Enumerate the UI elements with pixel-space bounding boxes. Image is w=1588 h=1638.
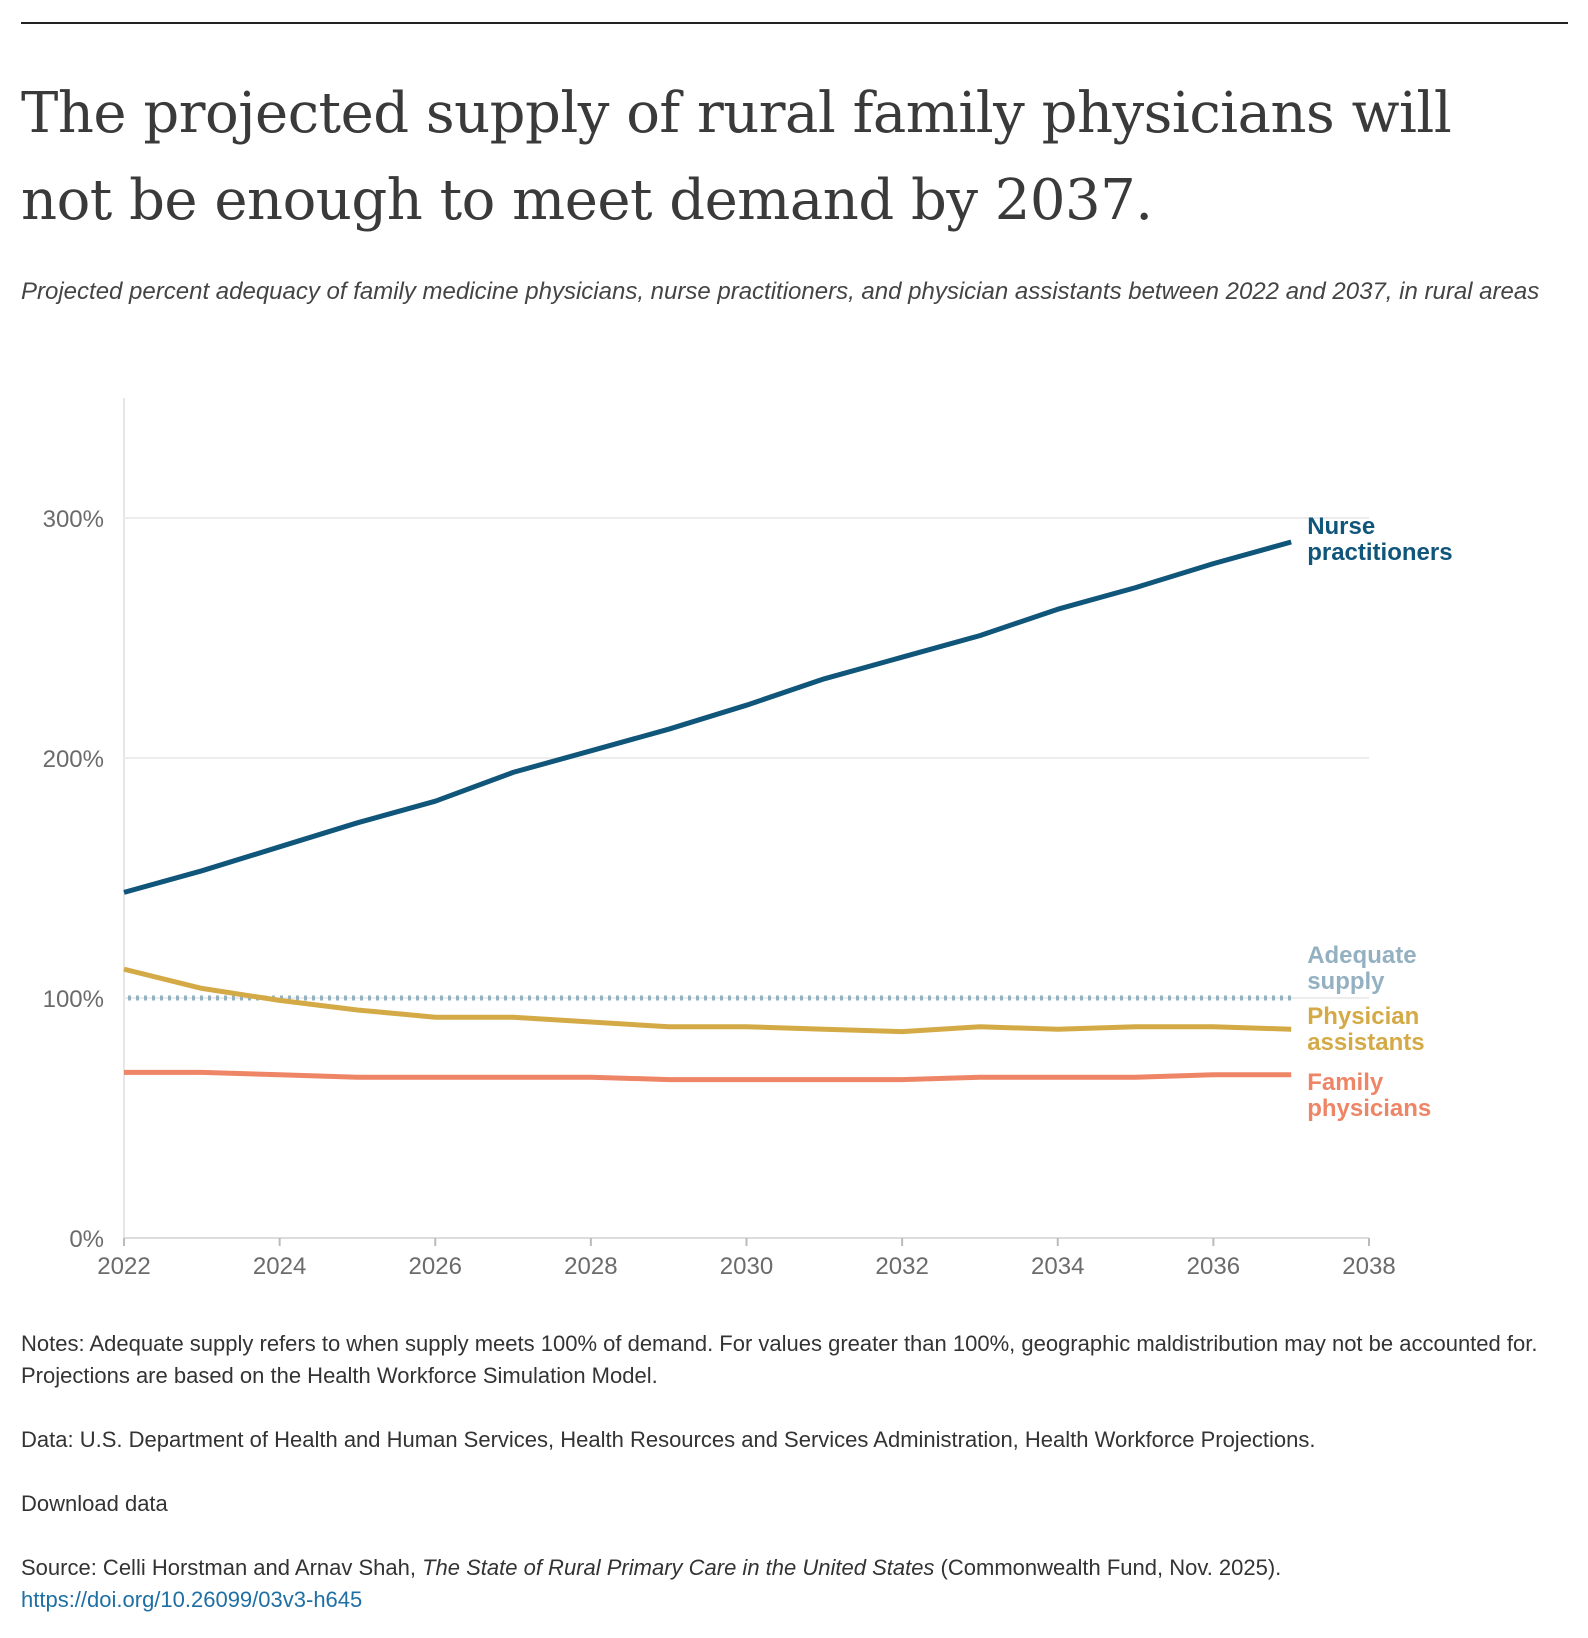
y-tick-label: 200% (43, 746, 104, 773)
family-physicians-label: physicians (1307, 1095, 1431, 1122)
doi-link[interactable]: https://doi.org/10.26099/03v3-h645 (21, 1587, 363, 1612)
footer: Notes: Adequate supply refers to when su… (21, 1328, 1571, 1616)
source-suffix: (Commonwealth Fund, Nov. 2025). (934, 1555, 1282, 1580)
x-tick-label: 2034 (1031, 1253, 1084, 1280)
x-tick-label: 2028 (564, 1253, 617, 1280)
nurse-practitioners-line (123, 539, 1292, 895)
source-title: The State of Rural Primary Care in the U… (422, 1555, 935, 1580)
family-physicians-label: Family (1307, 1069, 1384, 1096)
source-prefix: Source: Celli Horstman and Arnav Shah, (21, 1555, 423, 1580)
nurse-practitioners-label: Nurse (1307, 513, 1375, 540)
y-tick-label: 0% (69, 1226, 104, 1253)
data-source-text: Data: U.S. Department of Health and Huma… (21, 1427, 1316, 1452)
physician-assistants-label: Physician (1307, 1003, 1419, 1030)
family-physicians-line (124, 1069, 1292, 1083)
x-tick-label: 2036 (1187, 1253, 1240, 1280)
x-tick-label: 2030 (720, 1253, 773, 1280)
x-tick-label: 2022 (97, 1253, 150, 1280)
chart-title: The projected supply of rural family phy… (21, 81, 1452, 233)
notes-text: Notes: Adequate supply refers to when su… (21, 1331, 1538, 1388)
top-rule (21, 22, 1568, 24)
chart-subtitle: Projected percent adequacy of family med… (21, 278, 1540, 305)
x-tick-label: 2026 (409, 1253, 462, 1280)
nurse-practitioners-label: practitioners (1307, 539, 1452, 566)
x-tick-label: 2024 (253, 1253, 306, 1280)
physician-assistants-line (123, 966, 1292, 1035)
physician-assistants-label: assistants (1307, 1029, 1424, 1056)
x-tick-label: 2038 (1342, 1253, 1395, 1280)
adequate-supply-label: Adequate (1307, 942, 1416, 969)
download-data-link[interactable]: Download data (21, 1491, 168, 1516)
x-tick-label: 2032 (875, 1253, 928, 1280)
adequate-supply-label: supply (1307, 968, 1385, 995)
y-tick-label: 300% (43, 506, 104, 533)
y-tick-label: 100% (43, 986, 104, 1013)
